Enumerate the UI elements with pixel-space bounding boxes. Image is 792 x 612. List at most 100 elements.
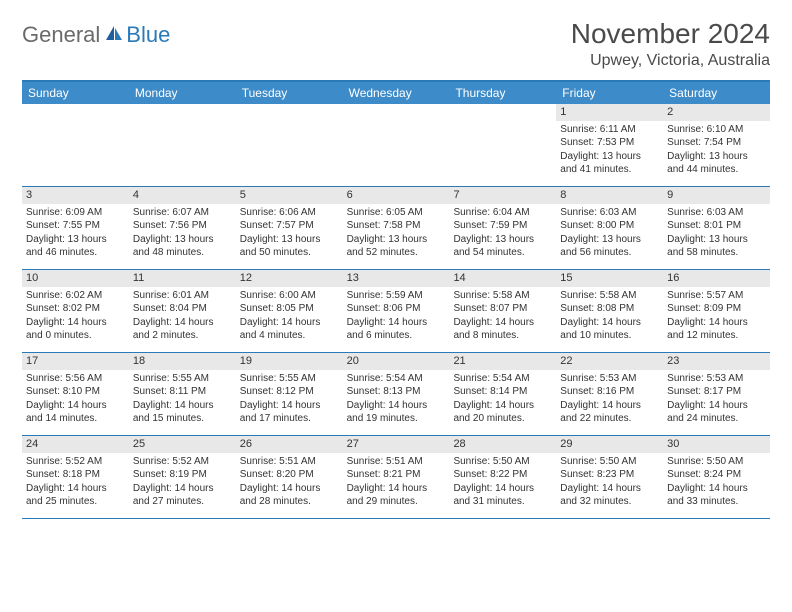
- calendar-cell: 9Sunrise: 6:03 AMSunset: 8:01 PMDaylight…: [663, 187, 770, 269]
- calendar-cell: 16Sunrise: 5:57 AMSunset: 8:09 PMDayligh…: [663, 270, 770, 352]
- calendar-cell: 21Sunrise: 5:54 AMSunset: 8:14 PMDayligh…: [449, 353, 556, 435]
- sunset-line: Sunset: 8:24 PM: [667, 468, 766, 482]
- calendar-cell: 24Sunrise: 5:52 AMSunset: 8:18 PMDayligh…: [22, 436, 129, 518]
- day-number: 1: [556, 104, 663, 121]
- sunrise-line: Sunrise: 6:09 AM: [26, 206, 125, 220]
- sunset-line: Sunset: 8:14 PM: [453, 385, 552, 399]
- day-number: 18: [129, 353, 236, 370]
- sunset-line: Sunset: 7:59 PM: [453, 219, 552, 233]
- sunset-line: Sunset: 8:02 PM: [26, 302, 125, 316]
- daylight-line: Daylight: 13 hours and 46 minutes.: [26, 233, 125, 260]
- dayname: Saturday: [663, 82, 770, 104]
- day-number: 9: [663, 187, 770, 204]
- calendar-cell: [129, 104, 236, 186]
- daylight-line: Daylight: 14 hours and 24 minutes.: [667, 399, 766, 426]
- sunset-line: Sunset: 8:13 PM: [347, 385, 446, 399]
- day-number: 20: [343, 353, 450, 370]
- sunset-line: Sunset: 8:08 PM: [560, 302, 659, 316]
- calendar-cell: 25Sunrise: 5:52 AMSunset: 8:19 PMDayligh…: [129, 436, 236, 518]
- day-number: 23: [663, 353, 770, 370]
- daylight-line: Daylight: 14 hours and 33 minutes.: [667, 482, 766, 509]
- calendar-cell: 8 Sunrise: 6:03 AMSunset: 8:00 PMDaylight…: [556, 187, 663, 269]
- sunset-line: Sunset: 7:54 PM: [667, 136, 766, 150]
- sunset-line: Sunset: 8:05 PM: [240, 302, 339, 316]
- sunrise-line: Sunrise: 5:54 AM: [453, 372, 552, 386]
- sunrise-line: Sunrise: 6:03 AM: [560, 206, 659, 220]
- sunset-line: Sunset: 8:18 PM: [26, 468, 125, 482]
- sunset-line: Sunset: 8:00 PM: [560, 219, 659, 233]
- sunset-line: Sunset: 8:16 PM: [560, 385, 659, 399]
- sunset-line: Sunset: 7:55 PM: [26, 219, 125, 233]
- calendar-cell: [22, 104, 129, 186]
- day-number: 27: [343, 436, 450, 453]
- sunrise-line: Sunrise: 5:55 AM: [133, 372, 232, 386]
- daylight-line: Daylight: 14 hours and 10 minutes.: [560, 316, 659, 343]
- day-number: 16: [663, 270, 770, 287]
- calendar-cell: 28Sunrise: 5:50 AMSunset: 8:22 PMDayligh…: [449, 436, 556, 518]
- day-number: 17: [22, 353, 129, 370]
- dayname: Monday: [129, 82, 236, 104]
- calendar-cell: 2Sunrise: 6:10 AMSunset: 7:54 PMDaylight…: [663, 104, 770, 186]
- location: Upwey, Victoria, Australia: [571, 52, 770, 70]
- daylight-line: Daylight: 13 hours and 54 minutes.: [453, 233, 552, 260]
- daylight-line: Daylight: 14 hours and 6 minutes.: [347, 316, 446, 343]
- sunrise-line: Sunrise: 6:01 AM: [133, 289, 232, 303]
- sunrise-line: Sunrise: 5:51 AM: [240, 455, 339, 469]
- title-block: November 2024 Upwey, Victoria, Australia: [571, 18, 770, 70]
- daylight-line: Daylight: 13 hours and 41 minutes.: [560, 150, 659, 177]
- sunrise-line: Sunrise: 5:58 AM: [453, 289, 552, 303]
- sunset-line: Sunset: 8:12 PM: [240, 385, 339, 399]
- calendar-cell: [449, 104, 556, 186]
- daylight-line: Daylight: 14 hours and 19 minutes.: [347, 399, 446, 426]
- daylight-line: Daylight: 14 hours and 14 minutes.: [26, 399, 125, 426]
- daylight-line: Daylight: 13 hours and 52 minutes.: [347, 233, 446, 260]
- calendar-cell: 4Sunrise: 6:07 AMSunset: 7:56 PMDaylight…: [129, 187, 236, 269]
- sunset-line: Sunset: 8:04 PM: [133, 302, 232, 316]
- daylight-line: Daylight: 14 hours and 8 minutes.: [453, 316, 552, 343]
- day-number: 5: [236, 187, 343, 204]
- dayname: Wednesday: [343, 82, 450, 104]
- daylight-line: Daylight: 13 hours and 56 minutes.: [560, 233, 659, 260]
- day-number: 30: [663, 436, 770, 453]
- sunset-line: Sunset: 8:10 PM: [26, 385, 125, 399]
- day-number: 21: [449, 353, 556, 370]
- daylight-line: Daylight: 13 hours and 50 minutes.: [240, 233, 339, 260]
- day-number: 6: [343, 187, 450, 204]
- day-number: 14: [449, 270, 556, 287]
- sunset-line: Sunset: 8:11 PM: [133, 385, 232, 399]
- calendar-cell: 18Sunrise: 5:55 AMSunset: 8:11 PMDayligh…: [129, 353, 236, 435]
- daylight-line: Daylight: 14 hours and 27 minutes.: [133, 482, 232, 509]
- sunset-line: Sunset: 8:23 PM: [560, 468, 659, 482]
- calendar-cell: 3Sunrise: 6:09 AMSunset: 7:55 PMDaylight…: [22, 187, 129, 269]
- sunrise-line: Sunrise: 5:53 AM: [560, 372, 659, 386]
- sunset-line: Sunset: 8:19 PM: [133, 468, 232, 482]
- sunset-line: Sunset: 8:09 PM: [667, 302, 766, 316]
- calendar-cell: [343, 104, 450, 186]
- calendar-week: 10Sunrise: 6:02 AMSunset: 8:02 PMDayligh…: [22, 270, 770, 353]
- sunset-line: Sunset: 8:22 PM: [453, 468, 552, 482]
- day-number: 8: [556, 187, 663, 204]
- sunrise-line: Sunrise: 5:50 AM: [453, 455, 552, 469]
- sunset-line: Sunset: 7:57 PM: [240, 219, 339, 233]
- daylight-line: Daylight: 13 hours and 44 minutes.: [667, 150, 766, 177]
- day-number: 2: [663, 104, 770, 121]
- daylight-line: Daylight: 14 hours and 22 minutes.: [560, 399, 659, 426]
- calendar-cell: 5Sunrise: 6:06 AMSunset: 7:57 PMDaylight…: [236, 187, 343, 269]
- calendar-week: 1Sunrise: 6:11 AMSunset: 7:53 PMDaylight…: [22, 104, 770, 187]
- daylight-line: Daylight: 14 hours and 4 minutes.: [240, 316, 339, 343]
- daylight-line: Daylight: 14 hours and 17 minutes.: [240, 399, 339, 426]
- daylight-line: Daylight: 14 hours and 2 minutes.: [133, 316, 232, 343]
- day-number: 13: [343, 270, 450, 287]
- sunrise-line: Sunrise: 5:56 AM: [26, 372, 125, 386]
- sunrise-line: Sunrise: 5:52 AM: [26, 455, 125, 469]
- daylight-line: Daylight: 13 hours and 58 minutes.: [667, 233, 766, 260]
- day-number: 26: [236, 436, 343, 453]
- calendar-cell: 19Sunrise: 5:55 AMSunset: 8:12 PMDayligh…: [236, 353, 343, 435]
- sunrise-line: Sunrise: 6:00 AM: [240, 289, 339, 303]
- calendar-cell: 13Sunrise: 5:59 AMSunset: 8:06 PMDayligh…: [343, 270, 450, 352]
- calendar-week: 3Sunrise: 6:09 AMSunset: 7:55 PMDaylight…: [22, 187, 770, 270]
- calendar-cell: 22Sunrise: 5:53 AMSunset: 8:16 PMDayligh…: [556, 353, 663, 435]
- calendar-cell: 17 Sunrise: 5:56 AMSunset: 8:10 PMDayligh…: [22, 353, 129, 435]
- daylight-line: Daylight: 13 hours and 48 minutes.: [133, 233, 232, 260]
- sunrise-line: Sunrise: 6:02 AM: [26, 289, 125, 303]
